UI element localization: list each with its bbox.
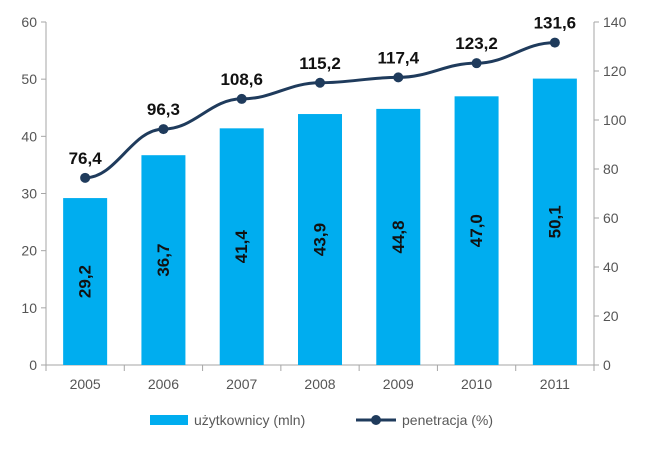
line-data-label: 108,6	[220, 70, 263, 89]
bar	[219, 128, 264, 365]
line-marker	[236, 93, 247, 104]
left-tick-label: 50	[21, 71, 37, 87]
bar	[141, 155, 186, 365]
line-marker	[471, 58, 482, 69]
bar-data-label: 41,4	[232, 230, 251, 264]
right-tick-label: 140	[603, 14, 627, 30]
bar-data-label: 29,2	[76, 265, 95, 298]
x-tick-label: 2009	[383, 376, 414, 392]
left-tick-label: 10	[21, 300, 37, 316]
left-tick-label: 0	[29, 357, 37, 373]
line-data-label: 115,2	[299, 54, 341, 73]
x-tick-label: 2006	[148, 376, 179, 392]
x-tick-label: 2005	[70, 376, 101, 392]
right-tick-label: 40	[603, 259, 619, 275]
bar-data-label: 43,9	[311, 223, 330, 256]
bar-data-label: 50,1	[545, 205, 564, 238]
legend-marker-line	[371, 415, 381, 425]
x-tick-label: 2007	[226, 376, 257, 392]
legend: użytkownicy (mln) penetracja (%)	[150, 412, 493, 428]
line-data-labels: 76,4 96,3 108,6 115,2 117,4 123,2 131,6	[69, 14, 577, 168]
line-marker	[393, 72, 404, 83]
line-series	[80, 37, 560, 183]
x-tick-label: 2010	[461, 376, 492, 392]
right-tick-label: 80	[603, 161, 619, 177]
line-data-label: 123,2	[455, 34, 498, 53]
right-tick-label: 0	[603, 357, 611, 373]
left-tick-label: 20	[21, 243, 37, 259]
bar-data-label: 36,7	[154, 244, 173, 277]
legend-label-bar: użytkownicy (mln)	[194, 412, 305, 428]
legend-swatch-bar	[150, 415, 188, 425]
line-data-label: 76,4	[69, 149, 103, 168]
line-data-label: 131,6	[534, 14, 577, 33]
bar	[376, 108, 421, 365]
x-tick-label: 2011	[540, 376, 570, 392]
bar-data-label: 47,0	[467, 214, 486, 247]
right-tick-label: 100	[603, 112, 627, 128]
bar	[63, 198, 108, 365]
left-tick-label: 40	[21, 128, 37, 144]
left-tick-label: 30	[21, 186, 37, 202]
x-axis-ticks: 2005 2006 2007 2008 2009 2010 2011	[45, 365, 595, 392]
line-data-label: 96,3	[147, 100, 180, 119]
line-marker	[158, 124, 169, 135]
bar	[298, 114, 342, 365]
line-marker	[80, 172, 91, 183]
bar-data-labels: 29,2 36,7 41,4 43,9 44,8 47,0 50,1	[76, 205, 565, 298]
right-tick-label: 60	[603, 210, 619, 226]
legend-label-line: penetracja (%)	[402, 412, 493, 428]
left-axis-ticks: 0 10 20 30 40 50 60	[21, 14, 46, 373]
right-tick-label: 20	[603, 308, 619, 324]
bar-series	[63, 78, 577, 366]
right-axis-ticks: 0 20 40 60 80 100 120 140	[594, 14, 627, 373]
line-marker	[549, 37, 560, 48]
line-data-label: 117,4	[377, 48, 419, 67]
bar	[532, 78, 577, 365]
left-tick-label: 60	[21, 14, 37, 30]
bar-data-label: 44,8	[389, 220, 408, 253]
line-marker	[315, 77, 325, 88]
right-tick-label: 120	[603, 63, 627, 79]
bar	[454, 96, 499, 366]
x-tick-label: 2008	[304, 376, 335, 392]
